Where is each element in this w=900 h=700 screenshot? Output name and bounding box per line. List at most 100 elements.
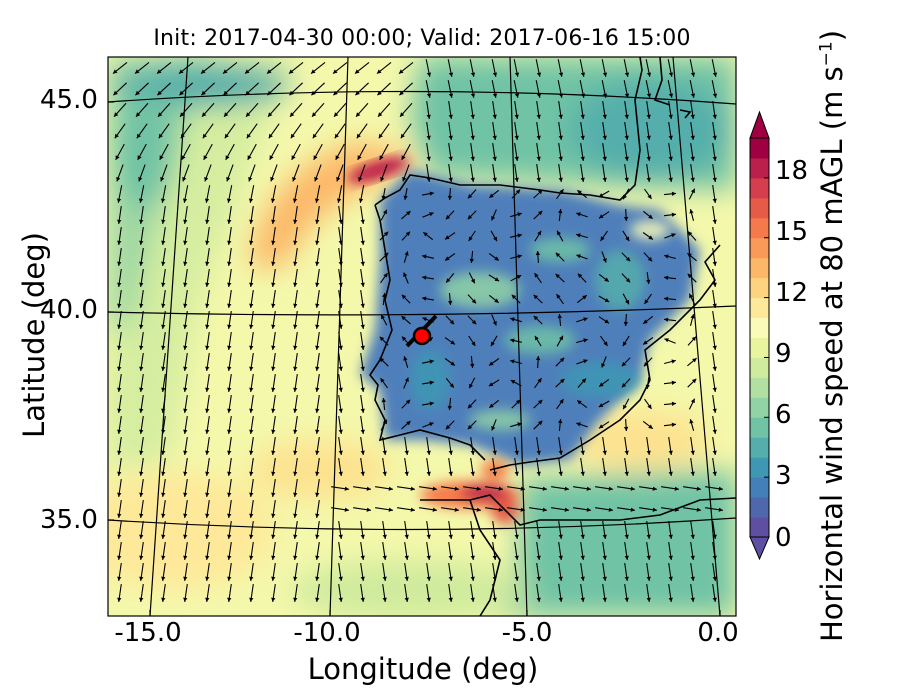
wind-arrow-head bbox=[580, 177, 585, 182]
wind-arrow-head bbox=[388, 507, 393, 512]
wind-arrow-head bbox=[559, 399, 564, 404]
wind-arrow-head bbox=[557, 230, 561, 236]
wind-arrow-head bbox=[315, 597, 320, 602]
wind-arrow-head bbox=[180, 133, 185, 139]
wind-arrow-head bbox=[520, 507, 525, 512]
wind-arrow-head bbox=[227, 240, 232, 245]
wind-arrow-head bbox=[380, 378, 385, 383]
wind-arrow-head bbox=[469, 383, 474, 389]
wind-arrow-head bbox=[647, 194, 652, 199]
wind-arrow-head bbox=[712, 429, 717, 434]
wind-arrow-head bbox=[533, 315, 539, 321]
wind-arrow-head bbox=[271, 345, 276, 350]
wind-arrow-head bbox=[558, 114, 563, 119]
wind-arrow-head bbox=[646, 555, 651, 560]
wind-arrow-head bbox=[688, 231, 693, 236]
wind-arrow-head bbox=[580, 555, 585, 560]
colorbar-segment bbox=[750, 277, 769, 299]
wind-arrow-head bbox=[139, 303, 144, 308]
wind-arrow-head bbox=[315, 513, 320, 518]
wind-arrow-head bbox=[581, 378, 586, 383]
wind-arrow-head bbox=[623, 216, 629, 221]
wind-arrow-head bbox=[559, 189, 564, 194]
wind-arrow-head bbox=[470, 177, 475, 182]
wind-arrow-head bbox=[382, 471, 387, 476]
wind-arrow-head bbox=[668, 135, 673, 140]
wind-arrow-head bbox=[158, 112, 163, 117]
wind-arrow-head bbox=[690, 156, 695, 161]
wind-arrow-head bbox=[492, 93, 498, 98]
wind-arrow-head bbox=[514, 135, 519, 140]
wind-arrow-head bbox=[161, 324, 166, 329]
wind-arrow-head bbox=[139, 513, 144, 518]
wind-arrow-head bbox=[510, 317, 515, 322]
wind-arrow-head bbox=[161, 303, 166, 308]
wind-arrow-head bbox=[249, 366, 254, 371]
wind-arrow-head bbox=[157, 69, 162, 74]
wind-arrow-head bbox=[664, 338, 669, 343]
wind-arrow-head bbox=[249, 597, 254, 602]
wind-arrow-head bbox=[624, 93, 630, 98]
wind-arrow-head bbox=[536, 93, 542, 98]
wind-arrow-head bbox=[289, 69, 294, 74]
wind-arrow-head bbox=[514, 156, 519, 161]
wind-arrow-head bbox=[315, 471, 320, 476]
wind-arrow-head bbox=[139, 429, 144, 434]
wind-arrow-head bbox=[382, 293, 387, 298]
colorbar-tick-label: 18 bbox=[775, 156, 809, 186]
wind-arrow-head bbox=[583, 338, 588, 343]
wind-arrow-head bbox=[161, 492, 166, 497]
wind-arrow-head bbox=[602, 156, 607, 161]
wind-arrow-head bbox=[117, 492, 122, 497]
wind-arrow-head bbox=[718, 486, 723, 491]
wind-arrow-head bbox=[379, 155, 384, 160]
wind-arrow-head bbox=[625, 236, 630, 242]
wind-arrow-head bbox=[179, 69, 184, 74]
wind-arrow-head bbox=[360, 576, 365, 581]
wind-arrow-head bbox=[139, 261, 144, 266]
wind-arrow-head bbox=[338, 282, 343, 287]
wind-arrow-head bbox=[448, 93, 454, 98]
wind-arrow-head bbox=[536, 72, 542, 77]
wind-arrow-head bbox=[608, 507, 613, 512]
wind-arrow-head bbox=[647, 404, 652, 409]
wind-arrow-head bbox=[448, 177, 453, 182]
wind-arrow-head bbox=[492, 72, 498, 77]
wind-arrow-head bbox=[227, 534, 232, 539]
wind-arrow-head bbox=[315, 555, 320, 560]
wind-arrow-head bbox=[248, 198, 254, 203]
wind-arrow-head bbox=[225, 155, 230, 160]
wind-arrow-head bbox=[469, 258, 474, 263]
wind-arrow-head bbox=[604, 319, 609, 324]
wind-arrow-head bbox=[366, 507, 371, 512]
wind-arrow-head bbox=[690, 72, 696, 77]
wind-arrow-head bbox=[558, 555, 563, 560]
wind-arrow-head bbox=[404, 597, 409, 602]
colorbar-segment bbox=[750, 477, 769, 498]
wind-arrow-head bbox=[293, 282, 298, 287]
wind-arrow-head bbox=[690, 188, 695, 194]
wind-arrow-head bbox=[691, 336, 696, 341]
wind-arrow-head bbox=[580, 114, 585, 119]
wind-arrow-head bbox=[271, 219, 276, 224]
wind-arrow-head bbox=[577, 400, 582, 405]
wind-arrow-head bbox=[696, 507, 701, 512]
wind-arrow-head bbox=[690, 177, 695, 182]
wind-arrow-head bbox=[712, 471, 717, 476]
wind-arrow-head bbox=[227, 429, 232, 434]
wind-arrow-head bbox=[271, 240, 276, 245]
colorbar-segment bbox=[750, 217, 769, 239]
x-axis-label: Longitude (deg) bbox=[307, 652, 539, 686]
wind-arrow-head bbox=[313, 155, 318, 160]
wind-arrow-head bbox=[139, 408, 144, 413]
wind-arrow-head bbox=[449, 383, 454, 388]
wind-arrow-head bbox=[668, 93, 674, 98]
wind-arrow-head bbox=[333, 90, 338, 96]
wind-arrow-head bbox=[622, 341, 627, 347]
wind-arrow-head bbox=[535, 251, 541, 256]
wind-arrow-head bbox=[271, 492, 276, 497]
wind-arrow-head bbox=[668, 576, 673, 581]
wind-arrow-head bbox=[448, 114, 453, 119]
wind-arrow-head bbox=[491, 216, 496, 221]
wind-arrow-head bbox=[536, 555, 541, 560]
